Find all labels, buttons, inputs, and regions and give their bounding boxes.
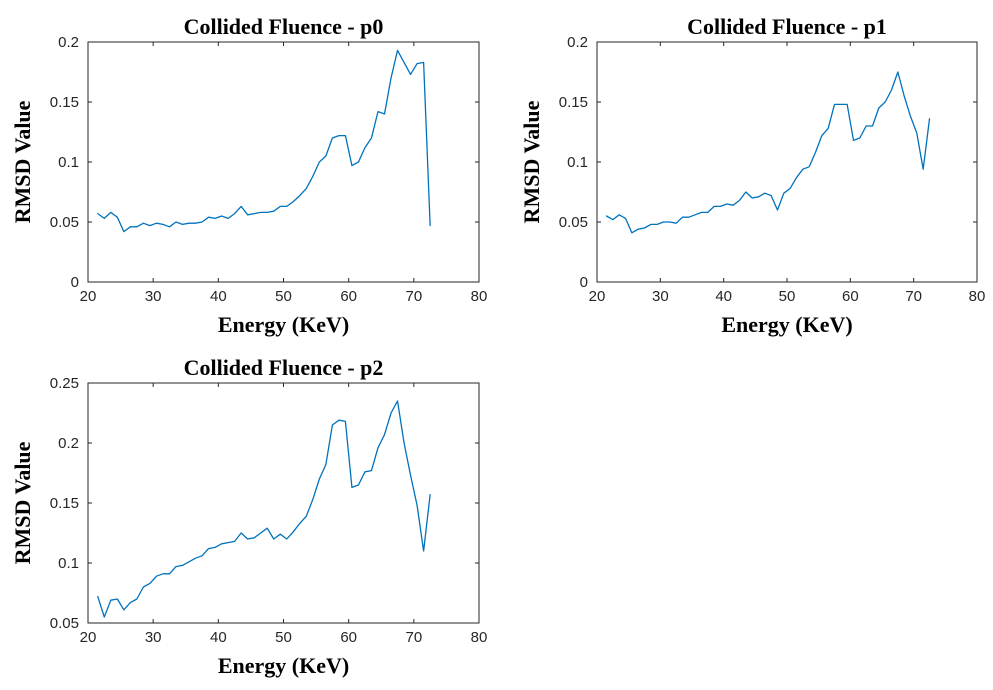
subplot-1-axes	[87, 41, 480, 283]
subplot-2-xlabel: Energy (KeV)	[721, 312, 852, 337]
subplot-3-xtick-label: 40	[210, 629, 227, 646]
subplot-2-ytick-label: 0.05	[559, 214, 588, 231]
subplot-1-xlabel: Energy (KeV)	[218, 312, 349, 337]
subplot-3-xtick-label: 70	[405, 629, 422, 646]
subplot-1-xtick-label: 40	[210, 288, 227, 305]
subplot-2-ytick-label: 0.2	[567, 34, 588, 51]
subplot-1-ytick-label: 0.05	[50, 214, 79, 231]
subplot-3-series-line	[97, 400, 431, 618]
subplot-3-ytick-label: 0.2	[58, 435, 79, 452]
subplot-1-ytick-label: 0.2	[58, 34, 79, 51]
subplot-2-ytick-label: 0.1	[567, 154, 588, 171]
subplot-2-xtick-label: 80	[969, 288, 986, 305]
subplot-2-title: Collided Fluence - p1	[687, 14, 887, 39]
subplot-2-xtick-label: 70	[905, 288, 922, 305]
subplot-3-ytick-label: 0.1	[58, 555, 79, 572]
subplot-2-xtick-label: 30	[652, 288, 669, 305]
subplot-3-xtick-label: 50	[275, 629, 292, 646]
subplot-3-ytick-label: 0.25	[50, 375, 79, 392]
subplot-1-xtick-label: 70	[405, 288, 422, 305]
subplot-1-xtick-label: 60	[340, 288, 357, 305]
subplot-2-xtick-label: 60	[842, 288, 859, 305]
subplot-2-ytick-label: 0	[580, 274, 588, 291]
subplot-2: 20 30 40 50 60 70 80 0 0.05 0.1 0.15 0.2 Collided Fl…	[519, 14, 985, 337]
subplot-1-series-line	[97, 49, 431, 233]
subplot-2-xtick-label: 20	[589, 288, 606, 305]
subplot-1-title: Collided Fluence - p0	[184, 14, 384, 39]
subplot-1-ytick-label: 0	[71, 274, 79, 291]
subplot-1-ytick-label: 0.1	[58, 154, 79, 171]
subplot-3-ylabel: RMSD Value	[10, 441, 35, 564]
subplot-2-series-line	[605, 71, 931, 234]
subplot-3-axes	[87, 382, 480, 624]
subplot-3-ytick-label: 0.05	[50, 615, 79, 632]
subplot-3-title: Collided Fluence - p2	[184, 355, 384, 380]
subplot-2-xtick-label: 40	[715, 288, 732, 305]
subplot-1-xtick-label: 80	[471, 288, 488, 305]
subplot-3-xtick-label: 80	[471, 629, 488, 646]
subplot-3-xtick-label: 60	[340, 629, 357, 646]
subplot-2-axes	[596, 41, 978, 283]
subplot-3-xtick-label: 30	[145, 629, 162, 646]
subplot-3-xlabel: Energy (KeV)	[218, 653, 349, 678]
subplot-2-ylabel: RMSD Value	[519, 100, 544, 223]
subplot-2-ytick-label: 0.15	[559, 94, 588, 111]
subplot-1-xtick-label: 50	[275, 288, 292, 305]
subplot-1-xtick-label: 30	[145, 288, 162, 305]
subplot-2-xtick-label: 50	[779, 288, 796, 305]
subplot-3: 20 30 40 50 60 70 80 0.05 0.1 0.15 0.2 0.25 Collided…	[10, 355, 487, 678]
subplot-1: 20 30 40 50 60 70 80 0 0.05 0.1 0.15 0.2 Collided Fl…	[10, 14, 487, 337]
subplot-1-xtick-label: 20	[80, 288, 97, 305]
subplot-1-ylabel: RMSD Value	[10, 100, 35, 223]
subplot-1-ytick-label: 0.15	[50, 94, 79, 111]
subplot-3-xtick-label: 20	[80, 629, 97, 646]
subplot-3-ytick-label: 0.15	[50, 495, 79, 512]
